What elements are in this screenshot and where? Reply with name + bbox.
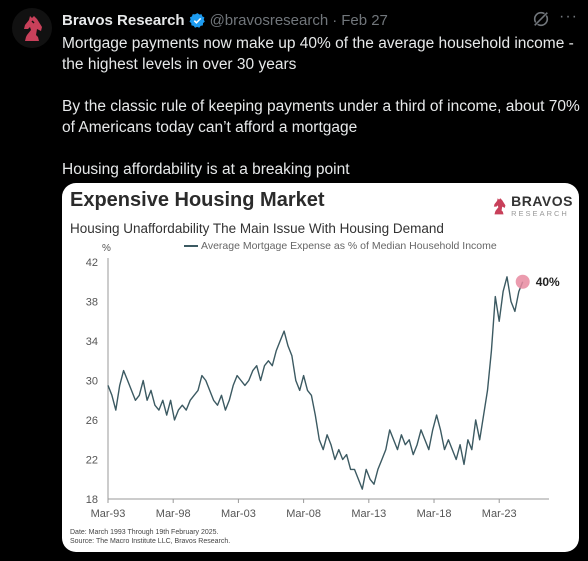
y-tick-label: 18 (86, 494, 98, 506)
post-text: Mortgage payments now make up 40% of the… (62, 33, 582, 180)
mortgage-line-chart: 18 22 26 30 34 38 42 Mar-93 Mar-98 Mar-03 Mar-08 Ma… (86, 257, 560, 520)
y-tick-label: 30 (86, 376, 98, 388)
chart-note-source: Source: The Macro Institute LLC, Bravos … (70, 538, 231, 545)
post-header: Bravos Research @bravosresearch · Feb 27 (62, 9, 576, 31)
chart-subtitle: Housing Unaffordability The Main Issue W… (70, 221, 444, 236)
more-options-icon[interactable]: ··· (559, 8, 578, 25)
author-name[interactable]: Bravos Research (62, 11, 185, 29)
author-avatar[interactable] (12, 8, 52, 48)
bravos-logo: BRAVOS RESEARCH (490, 193, 573, 218)
post-paragraph-3: Housing affordability is at a breaking p… (62, 161, 350, 178)
chart-legend: Average Mortgage Expense as % of Median … (184, 240, 497, 252)
chart-title: Expensive Housing Market (70, 189, 325, 211)
x-tick-label: Mar-13 (351, 508, 386, 520)
post-date[interactable]: Feb 27 (341, 11, 388, 29)
verified-badge-icon (189, 12, 206, 29)
knight-logo-icon (24, 16, 42, 41)
x-tick-label: Mar-03 (221, 508, 256, 520)
x-tick-label: Mar-98 (156, 508, 191, 520)
legend-series-name: Average Mortgage Expense as % of Median … (201, 240, 497, 252)
legend-line-swatch (184, 245, 198, 247)
x-tick-label: Mar-08 (286, 508, 321, 520)
x-tick-label: Mar-93 (91, 508, 126, 520)
knight-logo-icon (493, 197, 506, 214)
y-tick-label: 26 (86, 415, 98, 427)
y-axis-label: % (102, 243, 111, 254)
post-paragraph-2: By the classic rule of keeping payments … (62, 98, 580, 136)
x-tick-label: Mar-18 (417, 508, 452, 520)
post-paragraph-1: Mortgage payments now make up 40% of the… (62, 35, 574, 73)
annotation-label: 40% (536, 275, 560, 289)
chart-notes: Date: March 1993 Through 19th February 2… (70, 528, 230, 546)
separator-dot: · (332, 11, 338, 29)
y-tick-label: 34 (86, 336, 98, 348)
grok-icon[interactable] (532, 10, 550, 33)
logo-main-text: BRAVOS (511, 193, 573, 209)
annotation-marker (515, 274, 530, 289)
y-tick-label: 22 (86, 455, 98, 467)
x-tick-label: Mar-23 (482, 508, 517, 520)
y-tick-label: 38 (86, 297, 98, 309)
chart-note-date: Date: March 1993 Through 19th February 2… (70, 529, 219, 536)
logo-sub-text: RESEARCH (511, 209, 569, 218)
y-tick-label: 42 (86, 257, 98, 269)
author-handle[interactable]: @bravosresearch (209, 11, 329, 29)
series-line-mortgage-expense (107, 276, 524, 490)
chart-image-card[interactable]: Expensive Housing Market BRAVOS RESEARCH… (62, 183, 579, 552)
